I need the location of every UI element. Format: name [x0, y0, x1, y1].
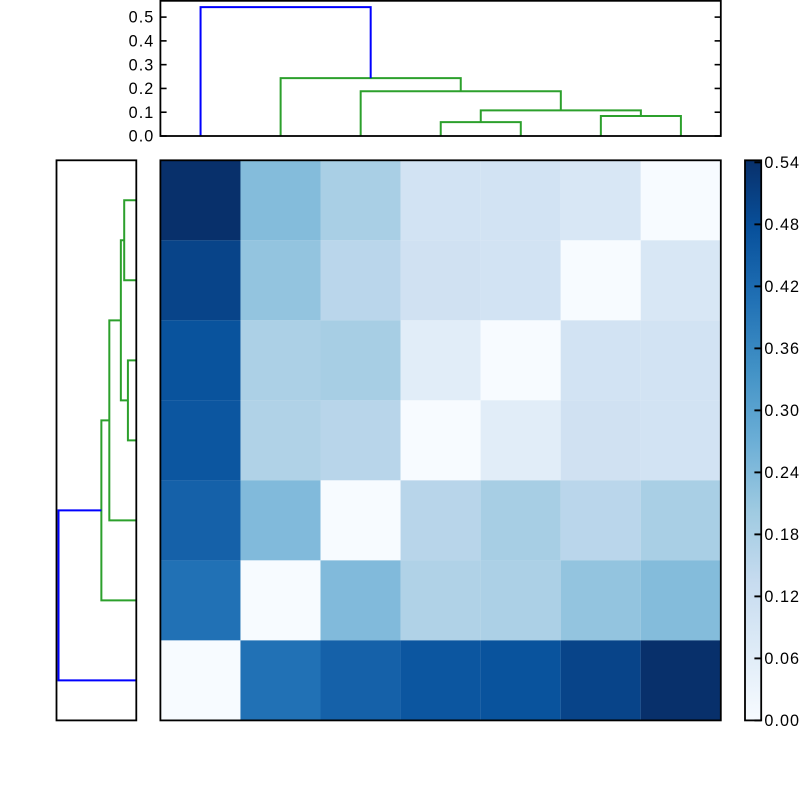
svg-text:0.3: 0.3 — [129, 56, 155, 74]
svg-text:0.54: 0.54 — [764, 154, 800, 172]
svg-text:0.4: 0.4 — [129, 32, 155, 50]
svg-text:0.30: 0.30 — [764, 402, 800, 420]
svg-text:0.06: 0.06 — [764, 650, 800, 668]
svg-text:0.00: 0.00 — [764, 712, 800, 730]
svg-text:0.48: 0.48 — [764, 216, 800, 234]
svg-text:0.1: 0.1 — [129, 104, 155, 122]
svg-text:0.24: 0.24 — [764, 464, 800, 482]
svg-text:0.36: 0.36 — [764, 340, 800, 358]
svg-text:0.12: 0.12 — [764, 588, 800, 606]
svg-text:0.18: 0.18 — [764, 526, 800, 544]
svg-text:0.0: 0.0 — [129, 128, 155, 146]
svg-text:0.5: 0.5 — [129, 9, 155, 27]
svg-text:0.42: 0.42 — [764, 278, 800, 296]
svg-text:0.2: 0.2 — [129, 80, 155, 98]
